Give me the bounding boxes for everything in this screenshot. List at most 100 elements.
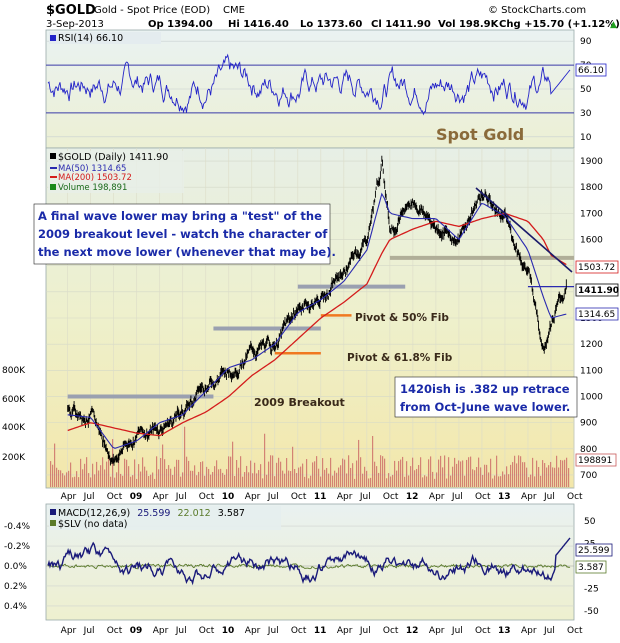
- volume-bar: [336, 472, 338, 487]
- volume-bar: [482, 474, 484, 487]
- x-axis-label: 09: [130, 492, 143, 502]
- volume-bar: [322, 458, 324, 487]
- volume-bar: [54, 443, 56, 487]
- macd-label: MACD(12,26,9) 25.599 22.012 3.587: [58, 508, 245, 519]
- volume-bar: [390, 476, 392, 487]
- volume-bar: [88, 473, 90, 487]
- volume-bar: [568, 468, 570, 487]
- ma50-line: [67, 192, 567, 449]
- x-axis-label: Jul: [83, 492, 95, 502]
- volume-bar: [120, 473, 122, 487]
- x-axis-label: Oct: [383, 626, 399, 636]
- volume-bar: [416, 468, 418, 487]
- volume-bar: [110, 476, 112, 487]
- x-axis-label: Apr: [61, 492, 77, 502]
- x-axis-label: Jul: [451, 626, 463, 636]
- volume-bar: [384, 458, 386, 487]
- volume-bar: [356, 460, 358, 487]
- volume-bar: [168, 465, 170, 487]
- volume-bar: [556, 455, 558, 487]
- volume-bar: [426, 476, 428, 487]
- macd-line: [47, 537, 571, 586]
- exchange-label: CME: [223, 5, 245, 16]
- volume-bar: [70, 462, 72, 487]
- rsi-panel: 9070503010 RSI(14) 66.10 Spot Gold 66.10: [45, 29, 607, 149]
- header-change: Chg +15.70 (+1.12%): [499, 19, 620, 30]
- volume-bar: [254, 462, 256, 487]
- volume-bar: [232, 441, 234, 487]
- rsi-current-badge-bg: [575, 63, 607, 77]
- volume-bar: [346, 473, 348, 487]
- volume-bar: [144, 466, 146, 487]
- volume-bar: [82, 469, 84, 487]
- volume-bar: [518, 455, 520, 487]
- volume-bar: [394, 460, 396, 487]
- volume-bar: [184, 426, 186, 487]
- slv-legend-swatch: [50, 520, 56, 526]
- instrument-name: Gold - Spot Price (EOD): [94, 5, 210, 16]
- macd-left-tick-label: -0.4%: [4, 522, 31, 532]
- volume-bar: [56, 467, 58, 487]
- macd-panel: 0.4%0.2%0.0%-0.2%-0.4% 50250-25-50 MACD(…: [4, 503, 613, 621]
- volume-bar: [520, 456, 522, 487]
- x-axis-label: Jul: [175, 492, 187, 502]
- volume-bar: [226, 469, 228, 487]
- x-axis-label: Oct: [199, 626, 215, 636]
- x-axis-labels-lower: Apr Jul Oct 09 Apr Jul Oct 10 Apr Jul Oct 11 Apr Jul O…: [61, 626, 583, 636]
- volume-bar: [208, 468, 210, 487]
- legend-ma50: MA(50) 1314.65: [58, 164, 126, 174]
- volume-bar: [308, 478, 310, 487]
- badge-volume: 198891: [578, 456, 612, 466]
- badge-macd-bg: [575, 543, 613, 557]
- x-axis-label: Apr: [153, 492, 169, 502]
- volume-bar: [410, 466, 412, 487]
- volume-bar: [224, 474, 226, 487]
- badge-ma200: 1503.72: [578, 263, 615, 273]
- volume-bar: [262, 478, 264, 487]
- badge-close: 1411.90: [578, 286, 619, 296]
- x-axis-label: Jul: [451, 492, 463, 502]
- volume-bar: [222, 472, 224, 487]
- volume-bar: [342, 458, 344, 487]
- volume-bar: [354, 478, 356, 487]
- volume-bar: [500, 476, 502, 487]
- volume-bar: [296, 473, 298, 487]
- price-tick-label: 800: [580, 445, 597, 455]
- x-axis-label: 13: [498, 492, 511, 502]
- x-axis-label: Jul: [359, 626, 371, 636]
- volume-bar: [404, 476, 406, 487]
- price-tick-label: 900: [580, 419, 597, 429]
- volume-bar: [508, 474, 510, 487]
- macd-left-ticks: 0.4% 0.2% 0.0% -0.2% -0.4%: [4, 522, 31, 612]
- legend-swatch-volume: [50, 184, 56, 190]
- volume-bar: [62, 473, 64, 487]
- volume-bar: [126, 459, 128, 487]
- volume-bar: [312, 462, 314, 487]
- volume-bar: [106, 461, 108, 487]
- volume-bar: [298, 467, 300, 487]
- x-axis-label: Apr: [245, 492, 261, 502]
- header-low: Lo 1373.60: [300, 19, 362, 30]
- volume-bar: [554, 467, 556, 487]
- volume-bar: [512, 462, 514, 487]
- volume-bar: [412, 457, 414, 487]
- volume-bar: [174, 466, 176, 487]
- volume-bar: [290, 471, 292, 487]
- volume-bar: [280, 461, 282, 487]
- volume-bar: [240, 456, 242, 487]
- price-tick-label: 1800: [580, 183, 603, 193]
- volume-bar: [428, 459, 430, 487]
- x-axis-label: 10: [222, 492, 235, 502]
- volume-bar: [560, 459, 562, 487]
- volume-tick-label: 800K: [2, 366, 26, 376]
- volume-bar: [58, 469, 60, 487]
- volume-bar: [316, 456, 318, 487]
- x-axis-label: Oct: [291, 626, 307, 636]
- volume-bar: [292, 446, 294, 487]
- macd-left-tick-label: 0.4%: [4, 602, 27, 612]
- volume-bar: [454, 457, 456, 487]
- volume-bar: [516, 463, 518, 487]
- volume-bar: [140, 471, 142, 487]
- volume-bar: [132, 475, 134, 487]
